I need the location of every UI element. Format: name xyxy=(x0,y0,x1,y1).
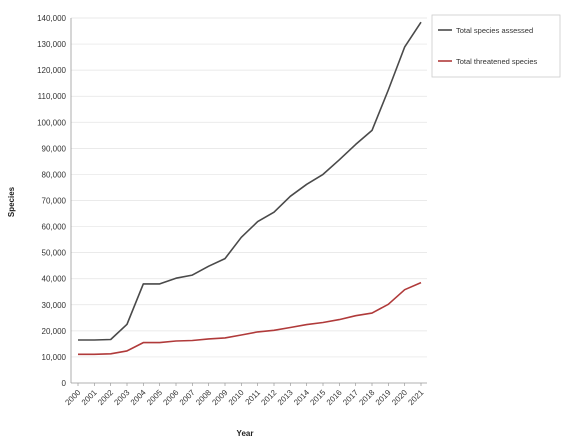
x-tick-labels: 2000200120022003200420052006200720082009… xyxy=(63,383,426,407)
series-line-total-species-assessed xyxy=(78,21,422,341)
series-lines xyxy=(78,21,422,356)
series-line-total-threatened-species xyxy=(78,281,422,356)
y-tick-label-10000: 10,000 xyxy=(42,353,67,362)
gridlines xyxy=(71,17,427,358)
y-tick-label-30000: 30,000 xyxy=(42,301,67,310)
axes xyxy=(70,18,427,384)
legend-label-total-threatened-species: Total threatened species xyxy=(456,57,538,66)
y-tick-label-70000: 70,000 xyxy=(42,197,67,206)
y-tick-label-40000: 40,000 xyxy=(42,275,67,284)
y-tick-labels: 0 10,000 20,000 30,000 40,000 50,000 60,000 70,… xyxy=(37,14,66,388)
y-tick-label-50000: 50,000 xyxy=(42,249,67,258)
legend: Total species assessed Total threatened … xyxy=(431,14,561,78)
y-tick-label-130000: 130,000 xyxy=(37,40,66,49)
y-tick-label-100000: 100,000 xyxy=(37,118,66,127)
y-tick-label-80000: 80,000 xyxy=(42,170,67,179)
x-axis-title: Year xyxy=(237,429,254,438)
legend-box xyxy=(431,14,561,78)
y-tick-label-0: 0 xyxy=(62,379,67,388)
y-tick-label-90000: 90,000 xyxy=(42,144,67,153)
y-axis-title: Species xyxy=(7,186,16,217)
y-tick-label-110000: 110,000 xyxy=(38,92,67,101)
legend-label-total-species-assessed: Total species assessed xyxy=(456,26,533,35)
y-tick-label-120000: 120,000 xyxy=(37,66,66,75)
y-tick-label-60000: 60,000 xyxy=(42,223,67,232)
y-tick-label-140000: 140,000 xyxy=(37,14,66,23)
y-tick-label-20000: 20,000 xyxy=(42,327,67,336)
